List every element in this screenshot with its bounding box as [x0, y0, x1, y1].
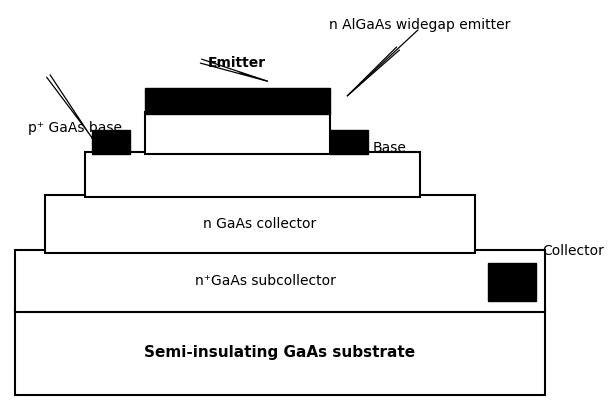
Bar — [92, 130, 130, 154]
Text: Collector: Collector — [542, 244, 604, 258]
Text: Base: Base — [373, 141, 407, 155]
Bar — [85, 152, 420, 197]
Bar — [145, 112, 330, 154]
Text: Semi-insulating GaAs substrate: Semi-insulating GaAs substrate — [144, 344, 416, 359]
Text: n AlGaAs widegap emitter: n AlGaAs widegap emitter — [329, 18, 511, 32]
Text: p⁺ GaAs base: p⁺ GaAs base — [28, 121, 122, 135]
Bar — [15, 250, 545, 312]
Bar — [145, 88, 330, 114]
Text: n⁺GaAs subcollector: n⁺GaAs subcollector — [195, 274, 335, 288]
Bar — [15, 310, 545, 395]
Bar — [45, 195, 475, 253]
Bar — [488, 263, 536, 301]
Text: Emitter: Emitter — [208, 56, 266, 70]
Bar — [330, 130, 368, 154]
Text: n GaAs collector: n GaAs collector — [203, 217, 317, 231]
